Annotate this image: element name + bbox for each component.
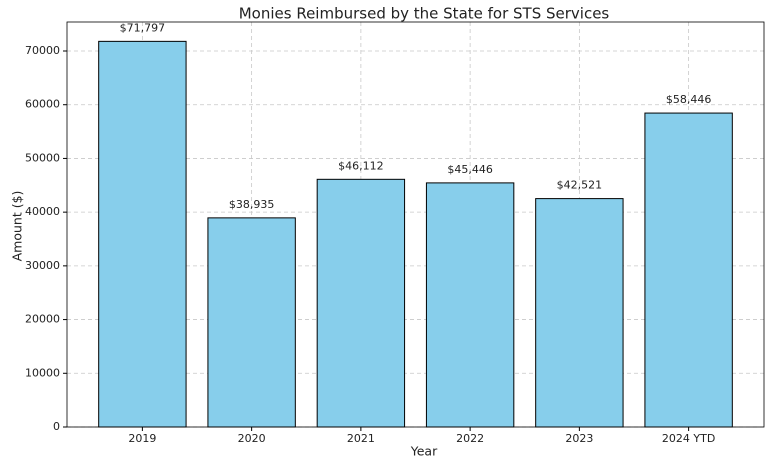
- y-tick-label: 10000: [25, 366, 60, 379]
- bar: [316, 178, 406, 428]
- plot-frame: [66, 21, 765, 428]
- bar: [644, 112, 733, 428]
- value-label: $46,112: [338, 159, 384, 172]
- x-tick-label: 2024 YTD: [662, 432, 715, 445]
- value-label: $42,521: [557, 179, 603, 192]
- value-label: $58,446: [666, 93, 712, 106]
- x-tick-label: 2019: [128, 432, 156, 445]
- x-axis-label: Year: [410, 444, 438, 459]
- x-tick-label: 2022: [456, 432, 484, 445]
- y-tick-label: 60000: [25, 98, 60, 111]
- y-tick-label: 0: [53, 420, 60, 433]
- bar: [98, 40, 187, 428]
- x-tick-label: 2023: [565, 432, 593, 445]
- value-label: $45,446: [447, 163, 493, 176]
- y-axis-label: Amount ($): [10, 191, 25, 262]
- y-tick-label: 40000: [25, 205, 60, 218]
- y-tick-label: 20000: [25, 313, 60, 326]
- y-tick-label: 70000: [25, 44, 60, 57]
- value-label: $71,797: [120, 21, 166, 34]
- value-label: $38,935: [229, 198, 275, 211]
- x-tick-label: 2021: [347, 432, 375, 445]
- chart-title: Monies Reimbursed by the State for STS S…: [239, 5, 610, 23]
- bar: [425, 182, 515, 428]
- x-tick-label: 2020: [238, 432, 266, 445]
- bar: [535, 198, 624, 428]
- bar: [207, 217, 296, 428]
- y-tick-label: 50000: [25, 151, 60, 164]
- y-tick-label: 30000: [25, 259, 60, 272]
